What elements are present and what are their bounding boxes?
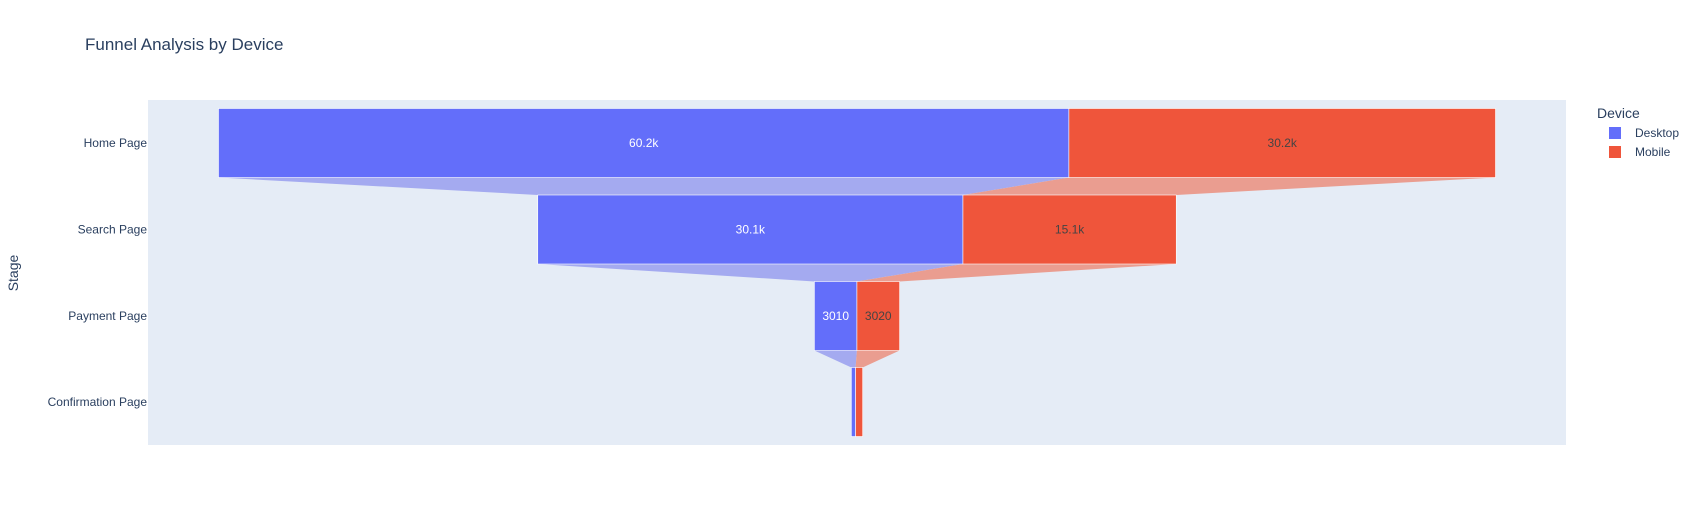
bar-mobile-home-page	[1068, 108, 1496, 178]
legend-item-mobile[interactable]: Mobile	[1609, 145, 1671, 159]
y-tick-home-page: Home Page	[84, 136, 148, 150]
bar-label-desktop-1: 30.1k	[736, 223, 766, 237]
connector-desktop-1	[537, 264, 963, 282]
connector-desktop-2	[814, 350, 857, 368]
y-axis-label: Stage	[5, 254, 21, 291]
bar-label-desktop-2: 3010	[822, 309, 849, 323]
legend: Device Desktop Mobile	[1597, 105, 1679, 159]
bar-label-mobile-2: 3020	[865, 309, 892, 323]
bar-desktop-search-page	[537, 194, 964, 265]
legend-swatch-desktop	[1609, 127, 1621, 139]
bar-label-desktop-0: 60.2k	[629, 136, 659, 150]
connector-mobile-2	[855, 350, 900, 368]
connector-desktop-0	[218, 177, 1069, 195]
funnel-bar-labels: 60.2k 30.2k 30.1k 15.1k 3010 3020	[629, 136, 1298, 323]
funnel-connectors	[218, 177, 1496, 368]
legend-swatch-mobile	[1609, 146, 1621, 158]
bar-label-mobile-1: 15.1k	[1055, 223, 1085, 237]
y-tick-search-page: Search Page	[78, 223, 148, 237]
y-axis-ticks: Home Page Search Page Payment Page Confirma…	[48, 136, 148, 409]
y-tick-payment-page: Payment Page	[68, 309, 147, 323]
y-tick-confirmation-page: Confirmation Page	[48, 395, 148, 409]
legend-label-desktop: Desktop	[1635, 126, 1679, 140]
bar-mobile-payment-page	[856, 281, 900, 351]
connector-mobile-0	[962, 177, 1496, 195]
bar-label-mobile-0: 30.2k	[1268, 136, 1298, 150]
bar-desktop-confirmation-page	[851, 367, 856, 437]
legend-item-desktop[interactable]: Desktop	[1609, 126, 1679, 140]
bar-mobile-confirmation-page	[855, 367, 863, 437]
bar-mobile-search-page	[962, 194, 1177, 265]
legend-title: Device	[1597, 105, 1640, 121]
connector-mobile-1	[856, 264, 1177, 282]
chart-title: Funnel Analysis by Device	[85, 35, 283, 54]
bar-desktop-home-page	[218, 108, 1070, 178]
legend-label-mobile: Mobile	[1635, 145, 1671, 159]
bar-desktop-payment-page	[814, 281, 858, 351]
funnel-bars	[218, 108, 1496, 437]
legend-items: Desktop Mobile	[1609, 126, 1679, 159]
